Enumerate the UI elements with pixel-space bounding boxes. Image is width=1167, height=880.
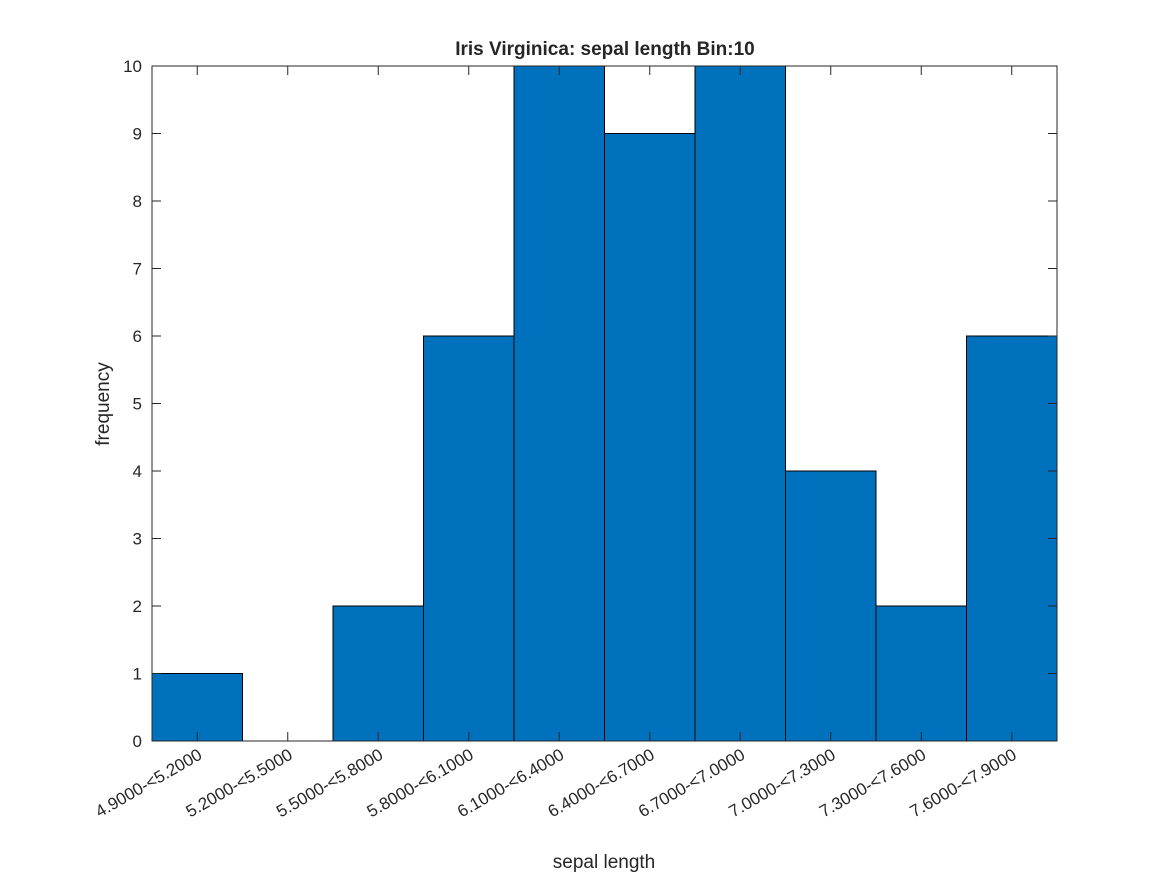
bar-7.0000-<7.3000 <box>785 470 877 742</box>
bar-6.1000-<6.4000 <box>513 65 605 742</box>
bar-6.4000-<6.7000 <box>604 133 696 742</box>
y-tick-label: 0 <box>133 732 142 751</box>
bar-4.9000-<5.2000 <box>151 673 243 742</box>
y-tick-label: 4 <box>133 462 142 481</box>
y-tick-label: 7 <box>133 260 142 279</box>
bar-7.6000-<7.9000 <box>966 335 1058 742</box>
y-tick-label: 3 <box>133 530 142 549</box>
y-tick-label: 5 <box>133 395 142 414</box>
y-tick-label: 1 <box>133 665 142 684</box>
x-axis-label: sepal length <box>553 852 655 873</box>
y-tick-label: 8 <box>133 192 142 211</box>
bar-5.5000-<5.8000 <box>332 605 424 742</box>
y-tick-label: 6 <box>133 327 142 346</box>
y-tick-label: 9 <box>133 125 142 144</box>
y-axis-label: frequency <box>93 362 114 446</box>
bars-group <box>151 65 1058 742</box>
chart-title: Iris Virginica: sepal length Bin:10 <box>455 39 755 60</box>
y-ticks-group: 0 1 2 3 4 5 6 7 8 9 10 <box>123 57 1057 751</box>
bar-5.8000-<6.1000 <box>423 335 515 742</box>
bar-6.7000-<7.0000 <box>694 65 786 742</box>
bar-7.3000-<7.6000 <box>875 605 967 742</box>
y-tick-label: 2 <box>133 597 142 616</box>
y-tick-label: 10 <box>123 57 142 76</box>
